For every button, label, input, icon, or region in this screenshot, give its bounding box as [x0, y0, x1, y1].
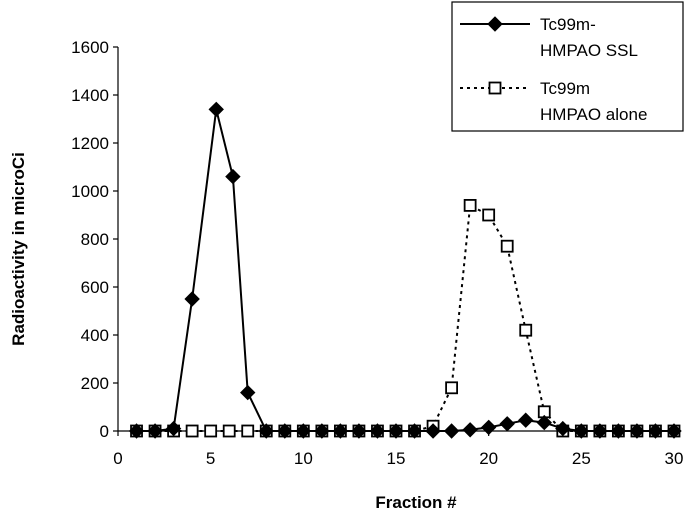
y-axis-ticks: 0 200 400 600 800 1000 1200 1400 1600 [71, 38, 118, 441]
data-point [519, 323, 533, 337]
x-tick-label: 20 [479, 449, 498, 468]
y-tick-label: 600 [81, 278, 109, 297]
data-point [480, 419, 497, 436]
series-hmpao-alone [130, 198, 681, 438]
data-point [314, 423, 330, 439]
data-point [610, 423, 627, 439]
series-line [136, 109, 674, 432]
y-tick-label: 1600 [71, 38, 109, 57]
y-tick-label: 1200 [71, 134, 109, 153]
data-point [518, 412, 534, 428]
legend-label: Tc99m [540, 79, 590, 98]
data-point [406, 423, 423, 439]
data-point [463, 198, 477, 212]
legend: Tc99m- HMPAO SSL Tc99m HMPAO alone [451, 1, 684, 132]
data-point [500, 239, 514, 253]
data-point [332, 423, 349, 439]
y-tick-label: 1000 [71, 182, 109, 201]
data-point [425, 423, 441, 439]
data-point [222, 424, 236, 438]
data-point [666, 423, 682, 439]
data-point [184, 291, 200, 307]
data-point [277, 423, 293, 439]
x-tick-label: 30 [665, 449, 684, 468]
data-point [388, 423, 404, 439]
x-tick-label: 0 [113, 449, 122, 468]
data-point [629, 423, 645, 439]
data-point [295, 423, 312, 439]
data-point [185, 424, 199, 438]
data-point [647, 423, 664, 439]
data-point [482, 208, 496, 222]
data-point [536, 414, 552, 431]
series-line [136, 203, 674, 432]
series-layer [128, 101, 682, 439]
data-point [443, 423, 460, 439]
x-tick-label: 15 [387, 449, 406, 468]
y-tick-label: 0 [100, 422, 109, 441]
series-hmpao-ssl [128, 101, 682, 439]
x-axis-title: Fraction # [375, 493, 457, 512]
data-point [445, 381, 459, 395]
legend-label: HMPAO SSL [540, 41, 638, 60]
x-tick-label: 25 [572, 449, 591, 468]
data-point [592, 423, 608, 439]
data-point [128, 423, 145, 439]
data-point [369, 423, 386, 439]
data-point [258, 423, 274, 439]
legend-label: Tc99m- [540, 15, 596, 34]
data-point [208, 101, 224, 118]
legend-marker [488, 81, 502, 95]
x-tick-label: 10 [294, 449, 313, 468]
data-point [165, 420, 182, 437]
data-point [462, 422, 478, 438]
data-point [499, 416, 515, 432]
legend-marker [487, 16, 503, 32]
y-tick-label: 200 [81, 374, 109, 393]
y-tick-label: 1400 [71, 86, 109, 105]
y-tick-label: 400 [81, 326, 109, 345]
data-point [351, 423, 367, 439]
y-axis-title: Radioactivity in microCi [9, 152, 28, 346]
data-point [225, 168, 241, 185]
data-point [555, 420, 571, 437]
data-point [241, 424, 255, 438]
legend-label: HMPAO alone [540, 105, 647, 124]
data-point [240, 384, 256, 401]
data-point [573, 423, 590, 439]
x-tick-label: 5 [206, 449, 215, 468]
y-tick-label: 800 [81, 230, 109, 249]
data-point [147, 423, 163, 439]
data-point [204, 424, 218, 438]
